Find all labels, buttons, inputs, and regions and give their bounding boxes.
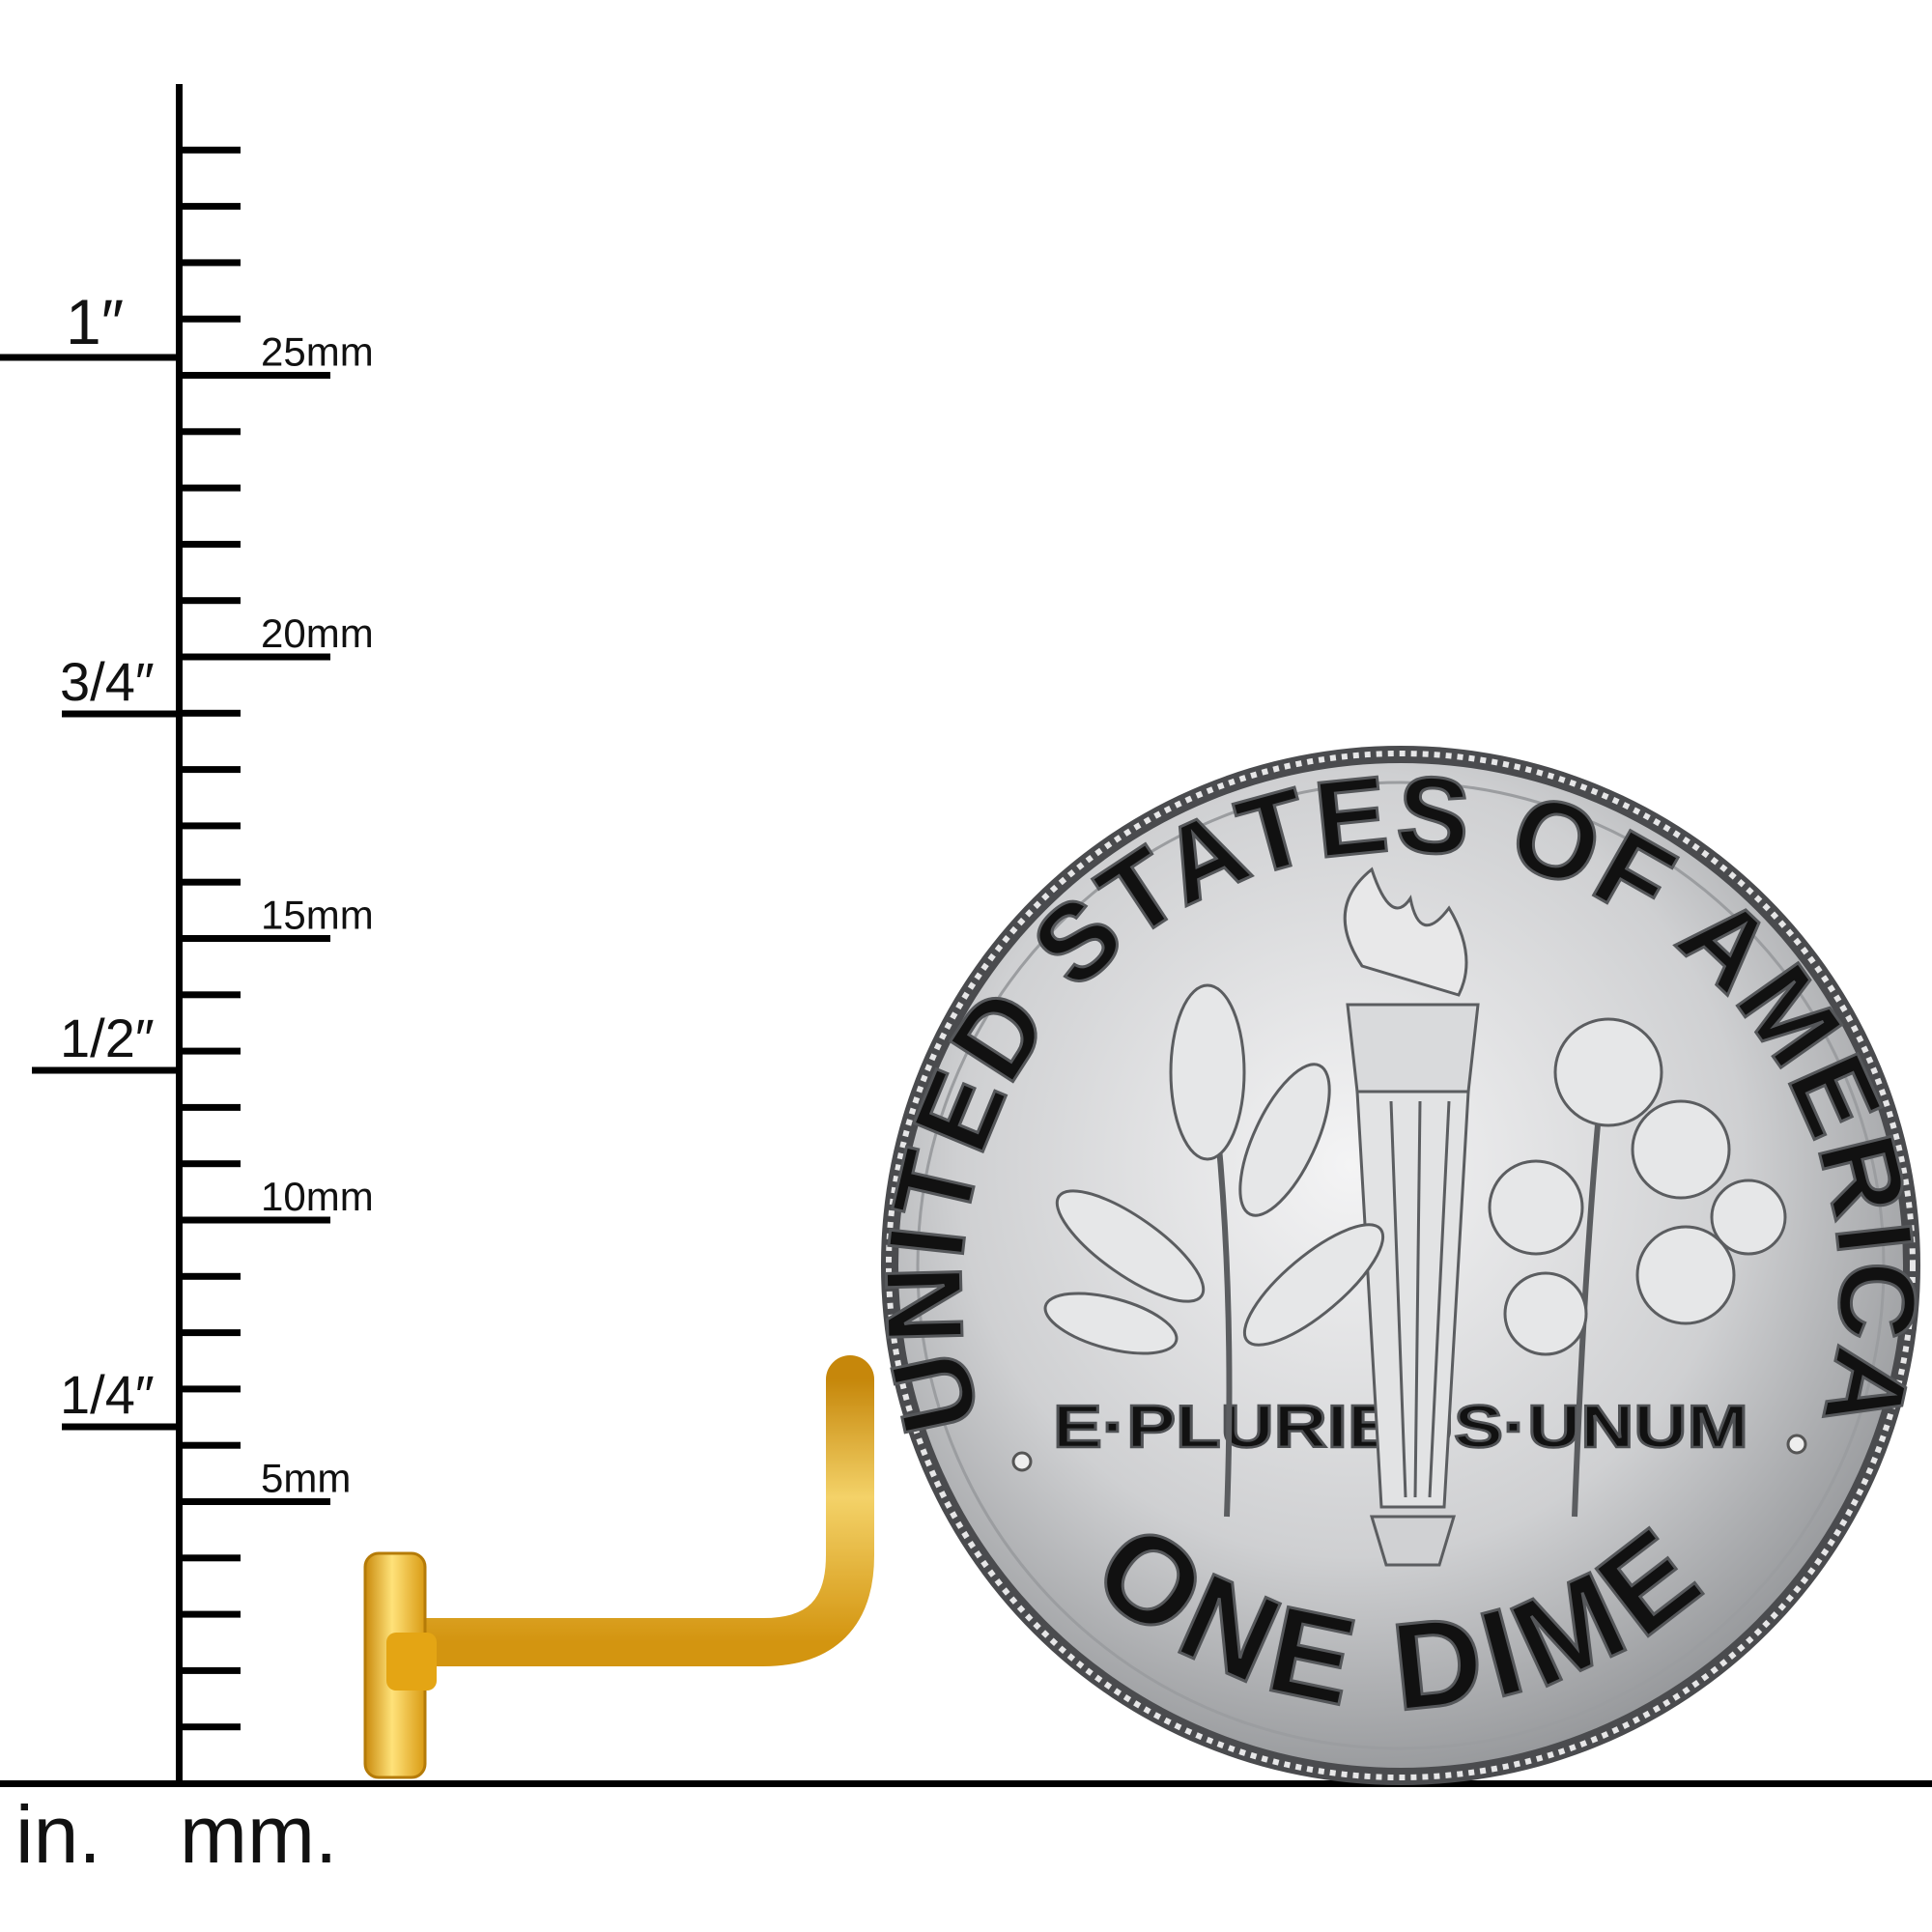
mm-tick [179,146,241,154]
mm-tick [179,597,241,605]
inch-labels: 1/4″ 1/2″ 3/4″ 1″ [60,286,155,1425]
mm-label: 10mm [261,1174,374,1219]
mm-ticks [179,146,330,1731]
mm-tick [179,709,241,717]
mm-tick [179,1441,241,1449]
mm-tick [179,1610,241,1618]
mm-tick [179,1385,241,1393]
mm-tick [179,203,241,211]
mm-tick [179,540,241,548]
stud-pin [401,1355,874,1666]
oak-branch [1488,1017,1787,1518]
mm-tick [179,484,241,492]
dime-coin: UNITED STATES OF AMERICA ONE DIME E·PLUR… [862,746,1932,1785]
mm-tick [179,1666,241,1674]
mm-tick [179,1723,241,1731]
mm-tick [179,878,241,886]
mm-tick [179,315,241,323]
ruler: 5mm 10mm 15mm 20mm 25mm 1/4″ 1/2″ 3/4″ 1″ in. m… [0,84,1932,1880]
mm-tick [179,1329,241,1337]
inch-tick [0,354,179,361]
mm-labels: 5mm 10mm 15mm 20mm 25mm [261,329,374,1501]
baseline [0,1780,1932,1787]
torch-emblem [1343,867,1480,1567]
inch-ticks [0,354,179,1431]
mm-tick [179,1160,241,1168]
unit-mm-label: mm. [180,1789,337,1880]
mm-label: 25mm [261,329,374,375]
inch-tick [32,1066,179,1074]
mm-major-tick [179,1216,330,1224]
mm-major-tick [179,653,330,661]
mm-label: 5mm [261,1456,351,1501]
inch-label: 1/2″ [60,1008,155,1068]
mm-tick [179,259,241,267]
olive-branch [1043,983,1385,1518]
mm-label: 15mm [261,893,374,938]
mm-tick [179,1554,241,1562]
inch-tick [62,710,179,718]
mm-major-tick [179,935,330,942]
nose-stud [363,1355,874,1779]
mm-tick [179,822,241,830]
inch-label: 3/4″ [60,651,155,712]
mm-label: 20mm [261,611,374,656]
mm-tick [179,428,241,436]
unit-in-label: in. [15,1789,101,1880]
mm-major-tick [179,372,330,379]
mm-tick [179,766,241,774]
mm-tick [179,1272,241,1280]
mm-major-tick [179,1498,330,1505]
inch-tick [62,1423,179,1431]
mm-tick [179,1047,241,1055]
inch-label: 1/4″ [60,1364,155,1425]
mm-tick [179,991,241,999]
inch-label: 1″ [66,286,124,357]
mm-tick [179,1103,241,1111]
